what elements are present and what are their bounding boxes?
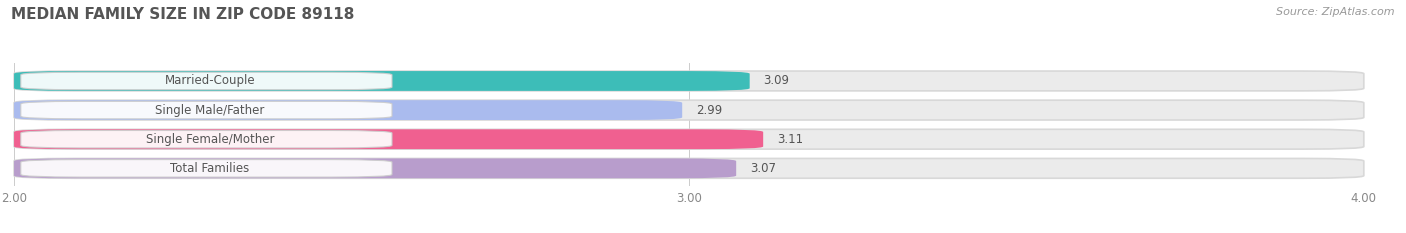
Text: Married-Couple: Married-Couple [165,75,254,87]
Text: Single Female/Mother: Single Female/Mother [146,133,274,146]
Text: 3.07: 3.07 [749,162,776,175]
FancyBboxPatch shape [21,72,392,90]
Text: Total Families: Total Families [170,162,249,175]
FancyBboxPatch shape [21,101,392,119]
Text: Single Male/Father: Single Male/Father [155,104,264,116]
Text: 3.09: 3.09 [763,75,789,87]
Text: MEDIAN FAMILY SIZE IN ZIP CODE 89118: MEDIAN FAMILY SIZE IN ZIP CODE 89118 [11,7,354,22]
FancyBboxPatch shape [14,129,763,149]
FancyBboxPatch shape [14,158,737,178]
FancyBboxPatch shape [14,100,682,120]
Text: Source: ZipAtlas.com: Source: ZipAtlas.com [1277,7,1395,17]
FancyBboxPatch shape [21,130,392,148]
Text: 3.11: 3.11 [776,133,803,146]
FancyBboxPatch shape [14,71,749,91]
Text: 2.99: 2.99 [696,104,721,116]
FancyBboxPatch shape [14,129,1364,149]
FancyBboxPatch shape [21,160,392,177]
FancyBboxPatch shape [14,100,1364,120]
FancyBboxPatch shape [14,158,1364,178]
FancyBboxPatch shape [14,71,1364,91]
